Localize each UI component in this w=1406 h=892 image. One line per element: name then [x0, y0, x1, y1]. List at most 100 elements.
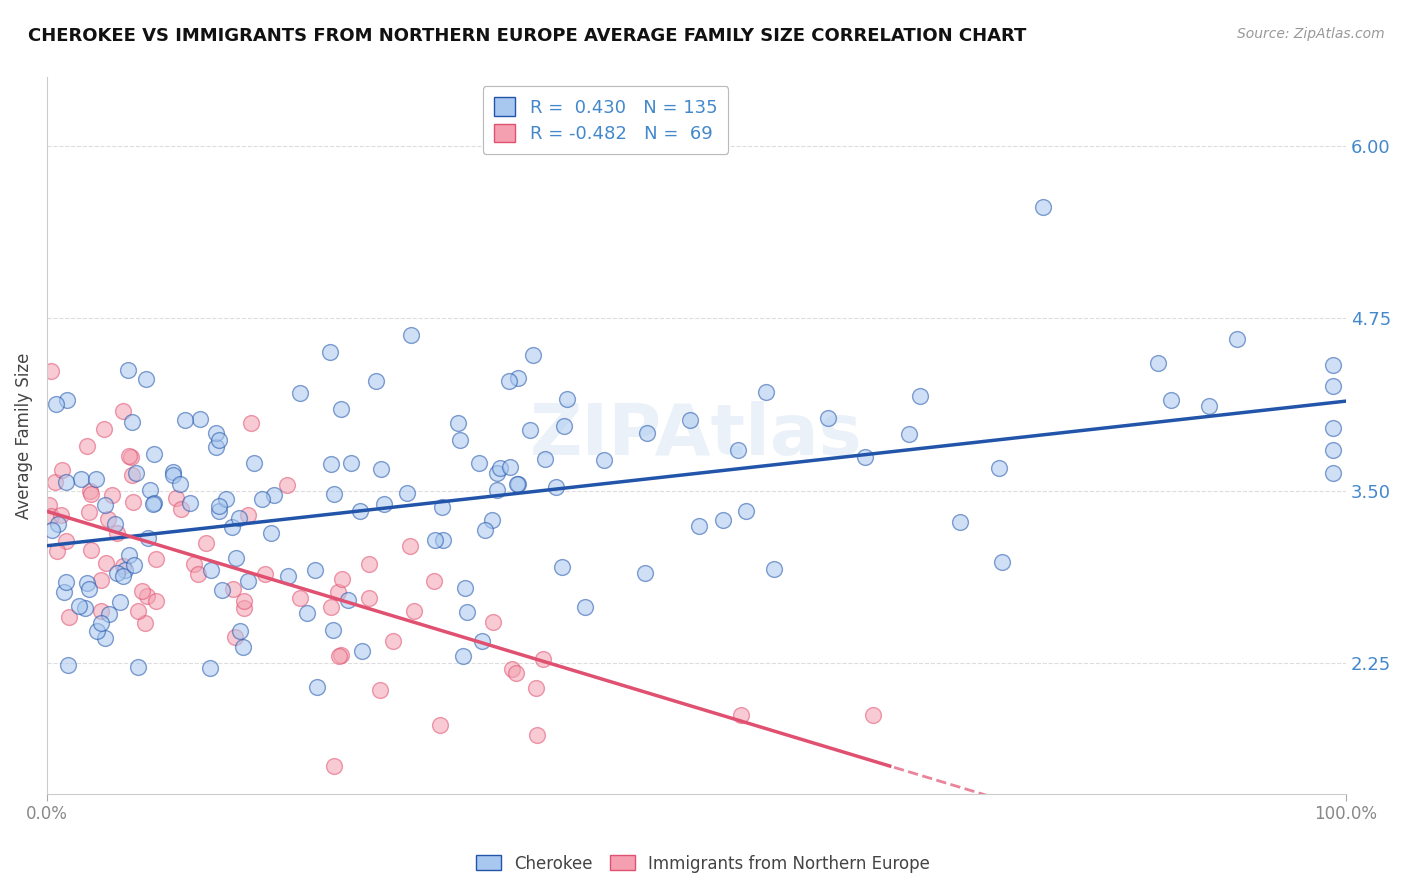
- Text: Source: ZipAtlas.com: Source: ZipAtlas.com: [1237, 27, 1385, 41]
- Point: [112, 568, 135, 582]
- Point: [174, 413, 197, 427]
- Point: [114, 563, 136, 577]
- Point: [533, 652, 555, 666]
- Point: [252, 491, 274, 506]
- Point: [80, 487, 103, 501]
- Point: [468, 456, 491, 470]
- Point: [486, 466, 509, 480]
- Point: [232, 600, 254, 615]
- Point: [131, 584, 153, 599]
- Point: [46, 516, 69, 531]
- Point: [56, 657, 79, 672]
- Legend: R =  0.430   N = 135, R = -0.482   N =  69: R = 0.430 N = 135, R = -0.482 N = 69: [482, 87, 728, 154]
- Point: [350, 644, 373, 658]
- Point: [636, 425, 658, 440]
- Point: [67, 599, 90, 613]
- Point: [127, 660, 149, 674]
- Point: [297, 606, 319, 620]
- Point: [253, 567, 276, 582]
- Point: [122, 495, 145, 509]
- Point: [236, 574, 259, 588]
- Point: [505, 665, 527, 680]
- Point: [368, 683, 391, 698]
- Point: [454, 581, 477, 595]
- Point: [94, 557, 117, 571]
- Point: [139, 483, 162, 497]
- Point: [817, 410, 839, 425]
- Point: [117, 363, 139, 377]
- Point: [727, 442, 749, 457]
- Point: [76, 439, 98, 453]
- Point: [908, 388, 931, 402]
- Point: [855, 450, 877, 465]
- Point: [136, 589, 159, 603]
- Point: [165, 491, 187, 505]
- Point: [55, 574, 77, 589]
- Point: [225, 551, 247, 566]
- Point: [233, 593, 256, 607]
- Point: [634, 566, 657, 581]
- Point: [96, 511, 118, 525]
- Point: [1322, 421, 1344, 435]
- Point: [236, 508, 259, 523]
- Point: [498, 374, 520, 388]
- Point: [170, 502, 193, 516]
- Point: [90, 574, 112, 588]
- Point: [1198, 399, 1220, 413]
- Point: [232, 640, 254, 654]
- Point: [105, 526, 128, 541]
- Point: [506, 477, 529, 491]
- Point: [260, 525, 283, 540]
- Point: [501, 662, 523, 676]
- Point: [162, 466, 184, 480]
- Point: [755, 384, 778, 399]
- Point: [897, 426, 920, 441]
- Point: [432, 533, 454, 547]
- Point: [447, 417, 470, 431]
- Point: [118, 548, 141, 562]
- Point: [499, 460, 522, 475]
- Point: [39, 509, 62, 524]
- Point: [56, 392, 79, 407]
- Point: [429, 718, 451, 732]
- Point: [80, 542, 103, 557]
- Point: [90, 604, 112, 618]
- Point: [142, 496, 165, 510]
- Point: [328, 584, 350, 599]
- Point: [93, 422, 115, 436]
- Point: [169, 477, 191, 491]
- Point: [208, 499, 231, 513]
- Point: [330, 648, 353, 662]
- Point: [430, 500, 453, 514]
- Point: [456, 605, 478, 619]
- Point: [41, 524, 63, 538]
- Point: [211, 582, 233, 597]
- Point: [145, 594, 167, 608]
- Point: [1226, 332, 1249, 346]
- Point: [593, 453, 616, 467]
- Point: [221, 520, 243, 534]
- Point: [79, 483, 101, 498]
- Point: [183, 558, 205, 572]
- Point: [45, 397, 67, 411]
- Point: [373, 497, 395, 511]
- Point: [988, 461, 1011, 475]
- Point: [422, 574, 444, 589]
- Point: [679, 413, 702, 427]
- Point: [204, 425, 226, 440]
- Point: [51, 508, 73, 522]
- Point: [121, 415, 143, 429]
- Point: [534, 451, 557, 466]
- Point: [105, 566, 128, 581]
- Point: [553, 418, 575, 433]
- Point: [77, 582, 100, 596]
- Point: [1322, 379, 1344, 393]
- Point: [713, 513, 735, 527]
- Point: [70, 472, 93, 486]
- Point: [357, 558, 380, 572]
- Point: [208, 433, 231, 447]
- Point: [118, 449, 141, 463]
- Point: [46, 543, 69, 558]
- Point: [399, 328, 422, 343]
- Point: [84, 472, 107, 486]
